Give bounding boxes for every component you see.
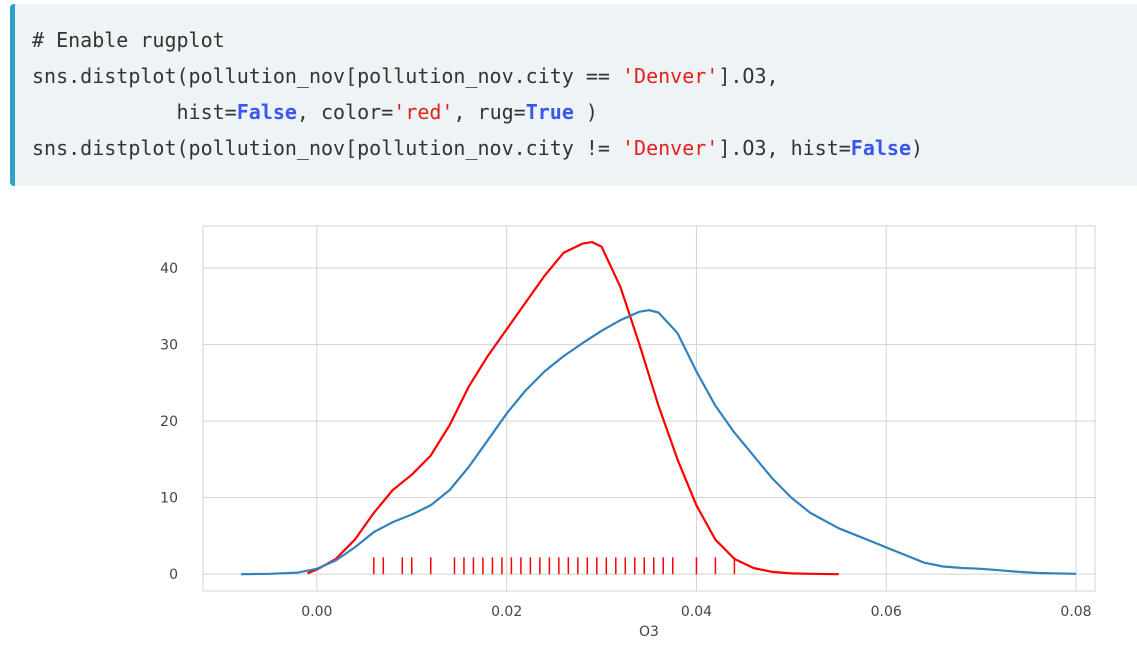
code-token: True <box>525 100 574 124</box>
code-token: sns.distplot(pollution_nov[pollution_nov… <box>32 136 623 160</box>
chart-svg: 0.00 0.02 0.04 0.06 0.08 0 10 20 30 40 O3 <box>160 225 1096 640</box>
y-tick-label: 30 <box>160 338 178 354</box>
y-tick-label: 10 <box>160 491 178 507</box>
code-block: # Enable rugplot sns.distplot(pollution_n… <box>10 4 1137 186</box>
code-line: sns.distplot(pollution_nov[pollution_nov… <box>32 58 1137 94</box>
x-tick-label: 0.08 <box>1060 604 1091 620</box>
code-token: ) <box>911 136 924 160</box>
x-tick-label: 0.04 <box>681 604 712 620</box>
code-token: sns.distplot(pollution_nov[pollution_nov… <box>32 64 623 88</box>
y-tick-label: 0 <box>169 567 178 583</box>
code-token: ].O3, hist= <box>718 136 851 160</box>
y-tick-label: 20 <box>160 414 178 430</box>
code-token: hist= <box>32 100 237 124</box>
code-token: ].O3, <box>718 64 779 88</box>
kde-line-denver <box>306 241 839 576</box>
x-tick-label: 0.02 <box>491 604 522 620</box>
code-token: False <box>850 136 912 160</box>
code-token: 'Denver' <box>622 64 719 88</box>
y-tick-label: 40 <box>160 261 178 277</box>
code-line: hist=False, color='red', rug=True ) <box>32 94 1137 130</box>
code-token: 'red' <box>393 100 454 124</box>
code-token: False <box>236 100 297 124</box>
code-token: ) <box>573 100 598 124</box>
plot-area <box>202 225 1096 592</box>
code-token: # Enable rugplot <box>32 28 225 52</box>
code-line: # Enable rugplot <box>32 22 1137 58</box>
code-line: sns.distplot(pollution_nov[pollution_nov… <box>32 130 1137 166</box>
x-tick-label: 0.06 <box>871 604 902 620</box>
code-token: , color= <box>296 100 394 124</box>
code-token: 'Denver' <box>622 136 719 160</box>
kde-line-other <box>240 309 1077 576</box>
kde-chart: 0.00 0.02 0.04 0.06 0.08 0 10 20 30 40 O3 <box>0 200 1137 641</box>
x-tick-label: 0.00 <box>301 604 332 620</box>
code-token: , rug= <box>453 100 526 124</box>
x-axis-label: O3 <box>639 624 659 640</box>
